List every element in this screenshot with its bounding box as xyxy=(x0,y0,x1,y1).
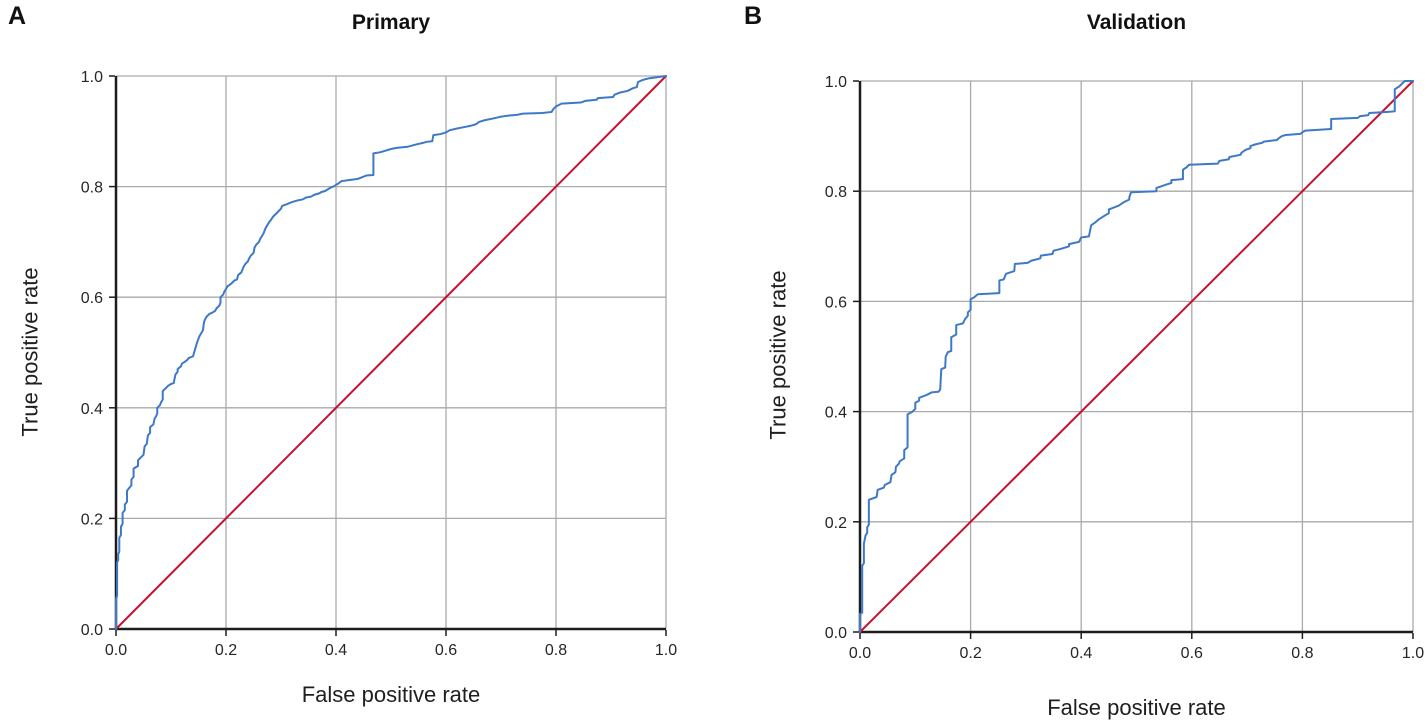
y-tick-label: 1.0 xyxy=(825,74,847,91)
x-tick-label: 0.0 xyxy=(105,642,127,659)
panel-a-letter: A xyxy=(8,2,27,30)
y-tick-label: 0.0 xyxy=(81,622,103,639)
y-tick-label: 0.0 xyxy=(825,625,847,642)
chance-diagonal-line xyxy=(115,75,667,630)
panel-a-y-axis-label: True positive rate xyxy=(17,267,43,437)
panel-a-title: Primary xyxy=(351,11,431,34)
y-tick-label: 0.2 xyxy=(825,515,847,532)
x-tick-label: 0.4 xyxy=(325,642,347,659)
panel-b-roc-plot: 0.00.0 0.2 0.2 0.4 0.4 0.6 0.6 0.8 0.8 1.0 1.0 xyxy=(825,74,1424,662)
panel-b-x-axis-label: False positive rate xyxy=(1047,695,1226,720)
y-tick-label: 0.6 xyxy=(825,294,847,311)
y-tick-label: 0.2 xyxy=(81,511,103,528)
y-tick-label: 1.0 xyxy=(81,69,103,86)
x-tick-label: 0.8 xyxy=(545,642,567,659)
x-tick-label: 0.6 xyxy=(435,642,457,659)
x-tick-label: 1.0 xyxy=(1402,645,1424,662)
y-tick-label: 0.4 xyxy=(825,405,847,422)
y-tick-label: 0.8 xyxy=(81,180,103,197)
panel-a-x-axis-label: False positive rate xyxy=(301,682,481,707)
y-tick-label: 0.4 xyxy=(81,401,103,418)
x-tick-label: 0.2 xyxy=(959,645,981,662)
panel-a-roc-plot: 0.00.0 0.2 0.2 0.4 0.4 0.6 0.6 0.8 0.8 1.0 1.0 xyxy=(81,69,677,659)
x-tick-label: 0.0 xyxy=(849,645,871,662)
x-tick-label: 0.6 xyxy=(1181,645,1203,662)
x-tick-label: 1.0 xyxy=(655,642,677,659)
x-tick-label: 0.8 xyxy=(1291,645,1313,662)
panel-b-title: Validation xyxy=(1086,11,1187,34)
x-tick-label: 0.4 xyxy=(1070,645,1092,662)
panel-b-letter: B xyxy=(744,2,763,30)
x-tick-label: 0.2 xyxy=(215,642,237,659)
panel-b-y-axis-label: True positive rate xyxy=(765,270,791,440)
roc-curve xyxy=(859,80,1414,633)
chance-diagonal-line xyxy=(859,80,1414,633)
roc-curve xyxy=(115,75,667,630)
y-tick-label: 0.6 xyxy=(81,290,103,307)
y-tick-label: 0.8 xyxy=(825,184,847,201)
